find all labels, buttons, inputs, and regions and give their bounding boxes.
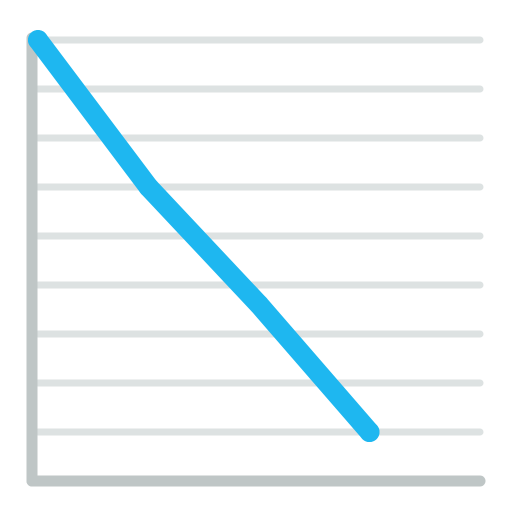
data-point [359, 422, 380, 442]
series-line [28, 30, 380, 442]
series [28, 30, 380, 442]
gridlines [34, 36, 484, 436]
axes [26, 32, 486, 487]
data-point [249, 294, 269, 315]
data-point [138, 177, 159, 197]
data-point [28, 30, 48, 50]
